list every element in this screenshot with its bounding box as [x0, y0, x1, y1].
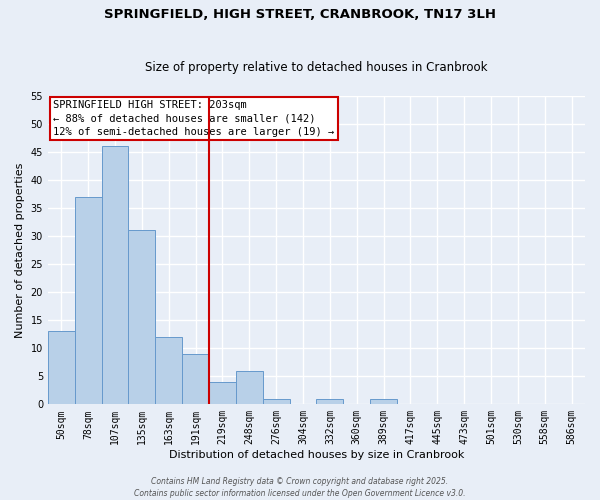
Bar	[182, 354, 209, 405]
Bar	[209, 382, 236, 404]
Text: SPRINGFIELD HIGH STREET: 203sqm
← 88% of detached houses are smaller (142)
12% o: SPRINGFIELD HIGH STREET: 203sqm ← 88% of…	[53, 100, 335, 136]
Bar	[75, 196, 101, 404]
Text: SPRINGFIELD, HIGH STREET, CRANBROOK, TN17 3LH: SPRINGFIELD, HIGH STREET, CRANBROOK, TN1…	[104, 8, 496, 20]
Bar	[263, 398, 290, 404]
Bar	[101, 146, 128, 405]
Bar	[370, 398, 397, 404]
Bar	[48, 332, 75, 404]
Y-axis label: Number of detached properties: Number of detached properties	[15, 162, 25, 338]
Bar	[236, 370, 263, 404]
Bar	[155, 337, 182, 404]
Bar	[128, 230, 155, 404]
Title: Size of property relative to detached houses in Cranbrook: Size of property relative to detached ho…	[145, 60, 488, 74]
X-axis label: Distribution of detached houses by size in Cranbrook: Distribution of detached houses by size …	[169, 450, 464, 460]
Bar	[316, 398, 343, 404]
Text: Contains HM Land Registry data © Crown copyright and database right 2025.
Contai: Contains HM Land Registry data © Crown c…	[134, 476, 466, 498]
